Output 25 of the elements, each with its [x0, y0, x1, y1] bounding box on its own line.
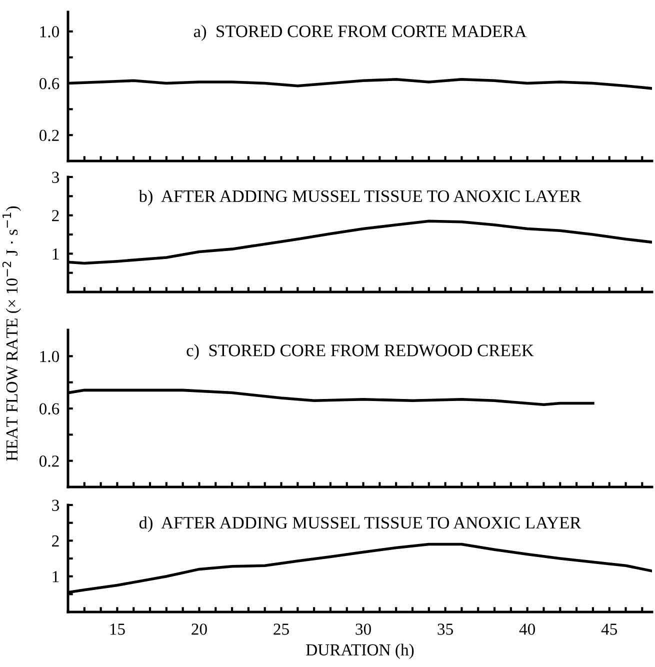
x-tick-label: 20 [192, 624, 207, 635]
y-tick-label: 0.6 [39, 78, 60, 90]
x-tick-label: 35 [438, 624, 453, 635]
y-tick-label: 0.2 [39, 130, 59, 142]
x-tick-label: 40 [519, 624, 536, 635]
y-tick-label: 1 [52, 571, 59, 582]
text: a) STORED CORE FROM CORTE MADERA [194, 24, 527, 41]
y-tick-label: 0.2 [39, 456, 59, 467]
y-tick-label: 1 [52, 248, 59, 260]
text: c) STORED CORE FROM REDWOOD CREEK [186, 344, 534, 360]
x-axis-title: DURATION (h) [306, 644, 414, 659]
x-tick-label: 25 [274, 624, 289, 635]
x-tick-label: 30 [356, 624, 371, 635]
y-axis-title: HEAT FLOW RATE (× 10$^{−2}$ J · s$^{−1}$) [2, 206, 21, 461]
y-tick-label: 2 [52, 535, 59, 546]
y-tick-label: 3 [52, 172, 60, 183]
text: d) AFTER ADDING MUSSEL TISSUE TO ANOXIC LAYER [139, 516, 582, 532]
y-tick-label: 0.6 [39, 403, 60, 415]
x-tick-label: 45 [601, 624, 618, 635]
y-tick-label: 1.0 [40, 350, 60, 362]
y-tick-label: 3 [52, 500, 60, 511]
x-tick-label: 15 [110, 624, 125, 635]
y-tick-label: 1.0 [40, 26, 60, 38]
text: b) AFTER ADDING MUSSEL TISSUE TO ANOXIC LAYER [138, 190, 582, 206]
y-tick-label: 2 [52, 210, 59, 222]
